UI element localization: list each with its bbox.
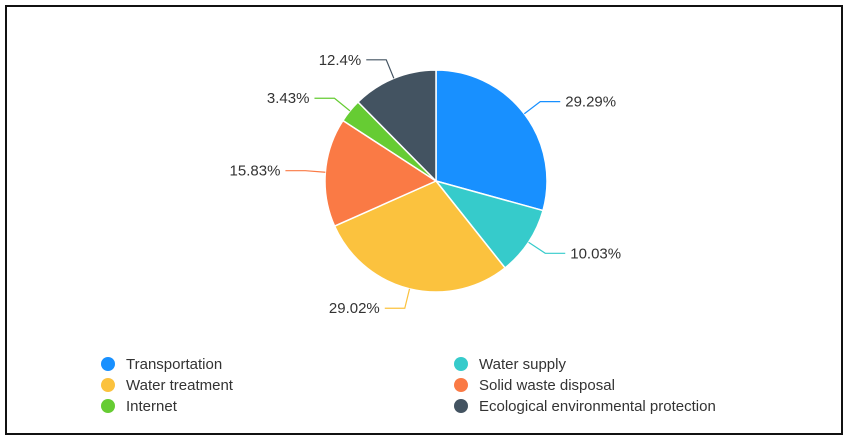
legend-label-internet: Internet (126, 398, 178, 415)
pie-slice-solid-waste-disposal[interactable] (324, 119, 438, 228)
data-label-solid-waste-disposal: 15.83% (230, 163, 281, 180)
legend-marker-internet (101, 399, 115, 413)
data-label-ecological-environmental-protection: 12.4% (319, 52, 362, 69)
leader-line-ecological-environmental-protection (366, 59, 395, 79)
leader-lines (285, 59, 566, 309)
legend-label-water-supply: Water supply (479, 356, 566, 373)
pie-slice-ecological-environmental-protection[interactable] (356, 69, 437, 183)
legend-item-ecological-environmental-protection[interactable]: Ecological environmental protection (454, 398, 716, 415)
legend-item-solid-waste-disposal[interactable]: Solid waste disposal (454, 377, 615, 394)
legend-item-water-supply[interactable]: Water supply (454, 356, 566, 373)
legend-item-water-treatment[interactable]: Water treatment (101, 377, 234, 394)
legend-marker-solid-waste-disposal (454, 378, 468, 392)
leader-line-solid-waste-disposal (285, 170, 326, 173)
data-label-internet: 3.43% (267, 90, 310, 107)
legend-item-transportation[interactable]: Transportation (101, 356, 222, 373)
data-label-water-treatment: 29.02% (329, 300, 380, 317)
legend-label-water-treatment: Water treatment (126, 377, 234, 394)
data-label-water-supply: 10.03% (570, 245, 621, 262)
legend-marker-transportation (101, 357, 115, 371)
leader-line-transportation (523, 101, 561, 115)
leader-line-internet (314, 97, 351, 112)
legend-label-ecological-environmental-protection: Ecological environmental protection (479, 398, 716, 415)
leader-line-water-supply (528, 241, 566, 254)
legend-marker-ecological-environmental-protection (454, 399, 468, 413)
legend: Transportation Water supply Water treatmen… (101, 356, 716, 415)
data-label-transportation: 29.29% (565, 94, 616, 111)
legend-item-internet[interactable]: Internet (101, 398, 178, 415)
pie-slices (324, 69, 548, 293)
legend-marker-water-supply (454, 357, 468, 371)
legend-label-transportation: Transportation (126, 356, 222, 373)
data-labels: 29.29% 10.03% 29.02% 15.83% 3.43% 12.4% (230, 52, 622, 317)
leader-line-water-treatment (384, 288, 411, 309)
legend-marker-water-treatment (101, 378, 115, 392)
legend-label-solid-waste-disposal: Solid waste disposal (479, 377, 615, 394)
